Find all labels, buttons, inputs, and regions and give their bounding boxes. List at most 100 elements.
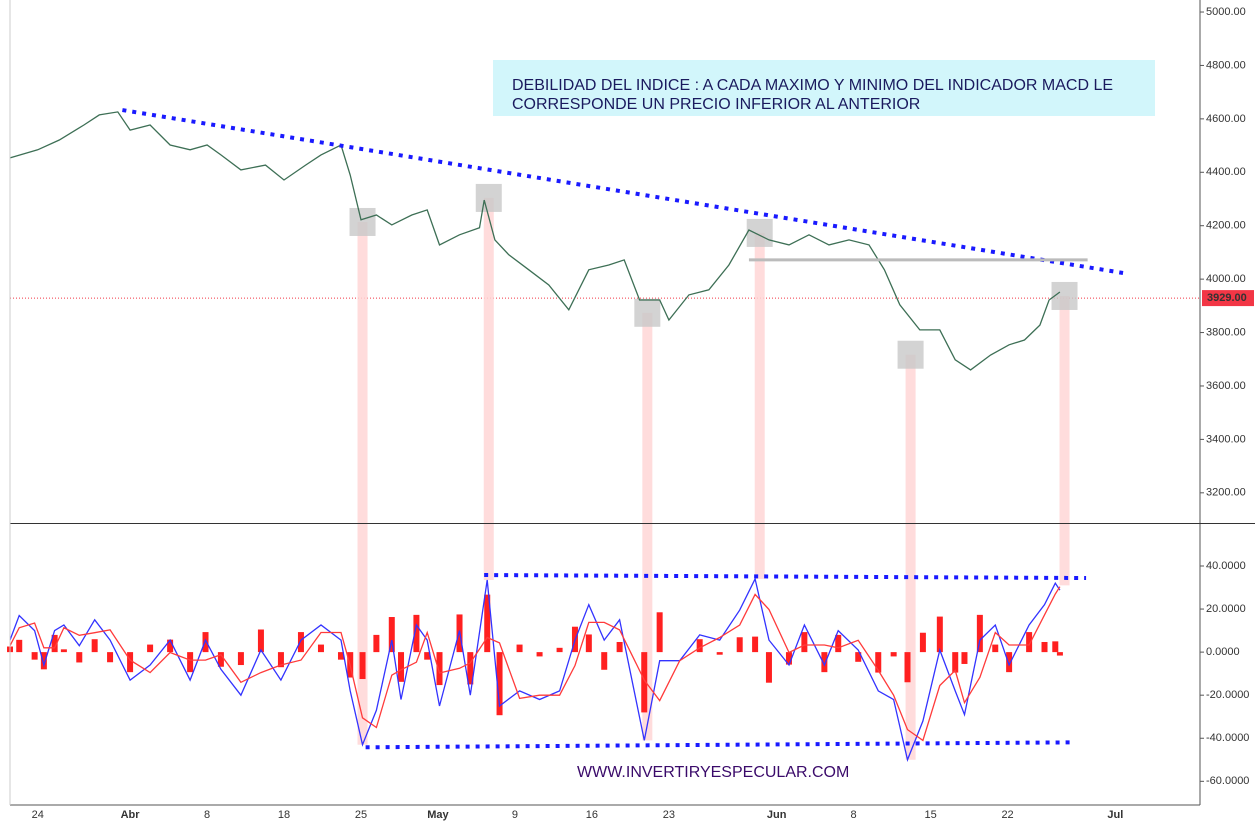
- y-tick-label: 4000.00: [1206, 273, 1246, 285]
- y-tick-label: 4800.00: [1206, 59, 1246, 71]
- series-line: [9, 586, 1061, 742]
- y-tick-label: -60.0000: [1206, 775, 1249, 787]
- x-tick-label: 9: [512, 809, 518, 821]
- histogram-bar: [536, 652, 543, 657]
- histogram-bar: [641, 652, 648, 713]
- y-tick-label: 3200.00: [1206, 487, 1246, 499]
- histogram-bar: [317, 644, 324, 653]
- y-tick-label: 40.0000: [1206, 560, 1246, 572]
- watermark: WWW.INVERTIRYESPECULAR.COM: [577, 764, 849, 781]
- histogram-bar: [496, 652, 503, 716]
- histogram-bar: [277, 652, 284, 668]
- highlight-box: [349, 207, 376, 236]
- histogram-bar: [187, 652, 194, 673]
- x-tick-label: May: [427, 809, 449, 821]
- x-tick-label: 8: [204, 809, 210, 821]
- histogram-bar: [919, 632, 926, 653]
- series-line: [9, 576, 1061, 762]
- histogram-bar: [76, 652, 83, 663]
- annotation-text: CORRESPONDE UN PRECIO INFERIOR AL ANTERI…: [512, 96, 920, 113]
- histogram-bar: [60, 649, 67, 653]
- histogram-bar: [424, 652, 431, 660]
- histogram-bar: [585, 634, 592, 653]
- x-tick-label: 15: [924, 809, 936, 821]
- highlight-band: [905, 354, 916, 760]
- y-tick-label: 4200.00: [1206, 220, 1246, 232]
- grid-layer: [10, 297, 1200, 299]
- highlight-band: [483, 197, 494, 580]
- histogram-bar: [467, 652, 474, 685]
- highlight-band: [357, 221, 368, 745]
- histogram-bar: [373, 634, 380, 653]
- histogram-bar: [107, 652, 114, 663]
- y-tick-label: 0.0000: [1206, 646, 1240, 658]
- histogram-bar: [1041, 641, 1048, 653]
- y-tick-label: 4400.00: [1206, 166, 1246, 178]
- histogram-bar: [821, 652, 828, 673]
- histogram-bar: [516, 644, 523, 653]
- y-tick-label: 3400.00: [1206, 433, 1246, 445]
- histogram-bar: [1052, 641, 1059, 653]
- x-tick-label: Abr: [121, 809, 141, 821]
- histogram-bar: [556, 647, 563, 653]
- histogram-bar: [167, 639, 174, 653]
- y-tick-label: -20.0000: [1206, 689, 1249, 701]
- histogram-bar: [835, 634, 842, 653]
- histogram-bar: [359, 652, 366, 680]
- histogram-bar: [484, 594, 491, 653]
- histogram-bar: [51, 634, 58, 653]
- annotation-text: DEBILIDAD DEL INDICE : A CADA MAXIMO Y M…: [512, 77, 1113, 94]
- histogram-bar: [147, 644, 154, 653]
- y-tick-label: 5000.00: [1206, 6, 1246, 18]
- highlight-box: [475, 183, 502, 212]
- histogram-bar: [801, 632, 808, 653]
- highlight-box: [634, 298, 661, 327]
- x-tick-label: 16: [586, 809, 598, 821]
- highlight-box: [897, 340, 924, 369]
- histogram-bar: [976, 614, 983, 653]
- histogram-bar: [40, 652, 47, 670]
- highlight-box: [1051, 281, 1078, 310]
- histogram-bar: [952, 652, 959, 673]
- histogram-bar: [752, 636, 759, 653]
- y-tick-label: 4600.00: [1206, 113, 1246, 125]
- histogram-bar: [337, 652, 344, 660]
- histogram-bar: [297, 632, 304, 653]
- histogram-bar: [1056, 652, 1063, 656]
- hl-layer: [349, 183, 1078, 760]
- annotation-box: [493, 60, 1155, 116]
- x-tick-label: 23: [663, 809, 675, 821]
- highlight-band: [1059, 295, 1070, 586]
- histogram-bar: [16, 639, 23, 653]
- marks-layer: [7, 111, 1063, 762]
- histogram-bar: [904, 652, 911, 683]
- last-price-tag: [1202, 290, 1254, 307]
- histogram-bar: [736, 637, 743, 653]
- histogram-bar: [31, 652, 38, 660]
- series-line: [9, 111, 1061, 371]
- histogram-bar: [656, 612, 663, 653]
- histogram-bar: [237, 652, 244, 666]
- highlight-box: [746, 218, 773, 247]
- trendline: [365, 740, 1076, 750]
- histogram-bar: [398, 652, 405, 682]
- histogram-bar: [961, 652, 968, 664]
- x-tick-label: Jul: [1107, 809, 1123, 821]
- histogram-bar: [875, 652, 882, 673]
- histogram-bar: [413, 614, 420, 653]
- histogram-bar: [785, 652, 792, 665]
- top-layer: [122, 108, 1124, 750]
- x-tick-label: 24: [32, 809, 44, 821]
- histogram-bar: [1006, 652, 1013, 673]
- x-tick-label: 22: [1001, 809, 1013, 821]
- histogram-bar: [855, 652, 862, 662]
- histogram-bar: [716, 652, 723, 655]
- histogram-bar: [202, 632, 209, 653]
- histogram-bar: [388, 617, 395, 653]
- y-tick-label: 3800.00: [1206, 326, 1246, 338]
- histogram-bar: [992, 644, 999, 653]
- histogram-bar: [696, 639, 703, 653]
- x-tick-label: Jun: [767, 809, 787, 821]
